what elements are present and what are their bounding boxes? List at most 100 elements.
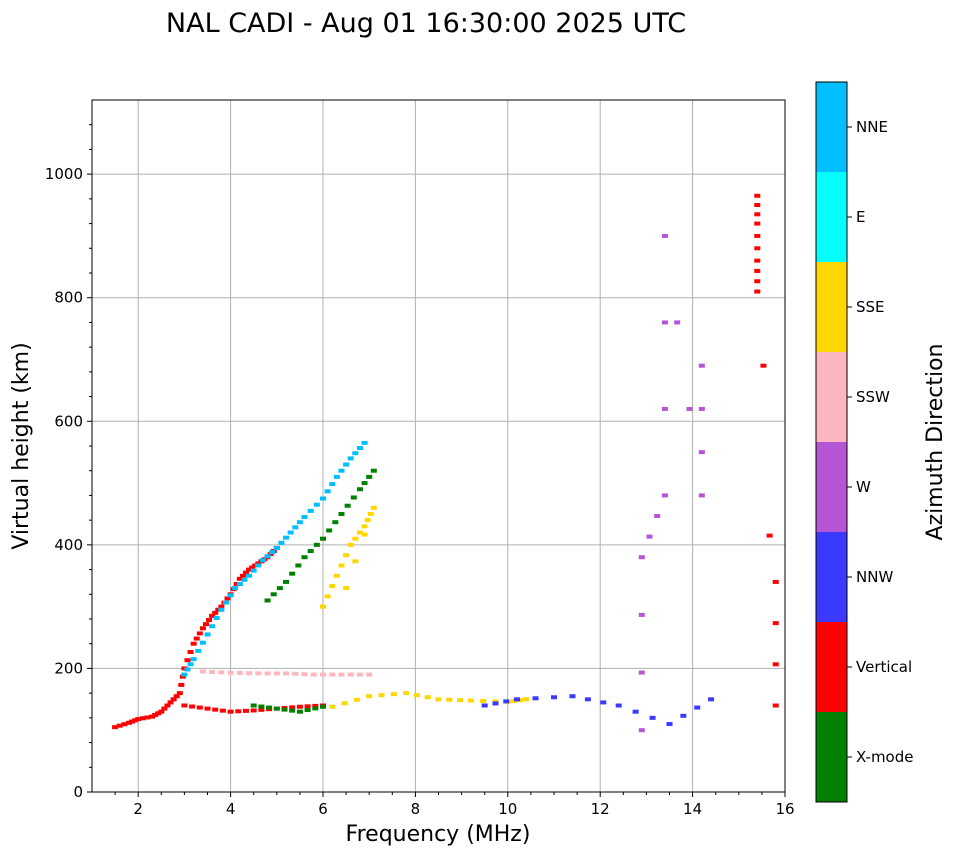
echo-point	[292, 671, 299, 676]
echo-point	[199, 626, 206, 631]
echo-point	[289, 708, 296, 713]
echo-point	[181, 703, 188, 708]
echo-point	[367, 511, 374, 516]
echo-point	[236, 670, 243, 675]
y-tick-label: 400	[54, 536, 83, 554]
echo-point	[649, 715, 656, 720]
grid-layer	[92, 100, 786, 793]
echo-point	[338, 563, 345, 568]
echo-point	[179, 674, 186, 679]
echo-point	[125, 720, 132, 725]
echo-point	[352, 451, 359, 456]
echo-point	[320, 672, 326, 677]
echo-point	[353, 697, 360, 702]
echo-point	[241, 577, 248, 582]
echo-point	[366, 694, 373, 699]
echo-point	[356, 672, 363, 677]
echo-point	[187, 662, 194, 667]
echo-point	[492, 699, 499, 704]
echo-point	[281, 707, 288, 712]
echo-point	[239, 573, 246, 578]
echo-point	[273, 545, 280, 550]
echo-point	[218, 604, 225, 609]
echo-point	[350, 495, 357, 500]
echo-point	[132, 718, 139, 723]
echo-point	[243, 570, 249, 575]
echo-point	[361, 532, 368, 537]
echo-point	[181, 672, 188, 677]
echo-point	[698, 493, 705, 498]
echo-point	[259, 558, 266, 563]
echo-point	[338, 672, 345, 677]
echo-point	[250, 568, 257, 573]
colorbar-segment	[816, 442, 847, 532]
echo-point	[514, 697, 521, 702]
echo-point	[176, 691, 183, 696]
echo-point	[361, 481, 368, 486]
echo-point	[338, 511, 345, 516]
echo-point	[310, 672, 317, 677]
echo-point	[304, 708, 311, 713]
echo-point	[296, 709, 303, 714]
echo-point	[347, 542, 354, 547]
echo-point	[341, 701, 348, 706]
echo-point	[754, 246, 761, 251]
echo-point	[255, 671, 262, 676]
echo-point	[190, 657, 197, 662]
echo-point	[646, 534, 653, 539]
echo-point	[212, 610, 219, 615]
echo-point	[164, 703, 171, 708]
x-axis: 2 4 6 8 10 12 14 16	[114, 792, 795, 818]
echo-point	[209, 624, 216, 629]
echo-point	[754, 203, 761, 208]
x-tick-label: 6	[318, 800, 328, 818]
echo-point	[754, 193, 761, 198]
echo-point	[347, 456, 354, 461]
colorbar-segment	[816, 172, 847, 262]
echo-point	[276, 586, 283, 591]
x-tick-label: 4	[226, 800, 236, 818]
y-tick-label: 0	[73, 783, 83, 801]
echo-point	[243, 708, 249, 713]
echo-point	[320, 704, 326, 709]
echo-point	[343, 553, 350, 558]
echo-point	[155, 711, 162, 716]
echo-point	[569, 694, 576, 699]
echo-point	[283, 579, 290, 584]
echo-point	[181, 666, 188, 671]
echo-point	[661, 493, 668, 498]
echo-point	[307, 508, 314, 513]
y-tick-label: 800	[54, 289, 83, 307]
echo-point	[278, 540, 285, 545]
echo-point	[202, 622, 209, 627]
echo-point	[338, 468, 345, 473]
echo-point	[344, 503, 351, 508]
echo-point	[135, 717, 142, 722]
echo-point	[584, 697, 591, 702]
chart-title: NAL CADI - Aug 01 16:30:00 2025 UTC	[166, 8, 686, 39]
echo-point	[187, 649, 194, 654]
echo-point	[754, 289, 761, 294]
echo-point	[296, 704, 303, 709]
echo-point	[273, 706, 280, 711]
echo-point	[250, 703, 257, 708]
echo-point	[270, 592, 277, 597]
echo-point	[139, 716, 146, 721]
echo-point	[324, 594, 331, 599]
echo-point	[252, 563, 259, 568]
x-tick-label: 12	[591, 800, 610, 818]
colorbar-segment	[816, 712, 847, 802]
echo-point	[204, 706, 211, 711]
x-axis-label: Frequency (MHz)	[346, 822, 531, 847]
echo-point	[390, 692, 397, 697]
colorbar-segment	[816, 82, 847, 172]
x-tick-label: 8	[411, 800, 421, 818]
y-axis: 0 200 400 600 800 1000	[45, 124, 92, 801]
echo-point	[698, 363, 705, 368]
echo-point	[218, 670, 225, 675]
echo-point	[184, 667, 191, 672]
echo-point	[754, 258, 761, 263]
echo-point	[227, 709, 234, 714]
echo-point	[219, 708, 226, 713]
